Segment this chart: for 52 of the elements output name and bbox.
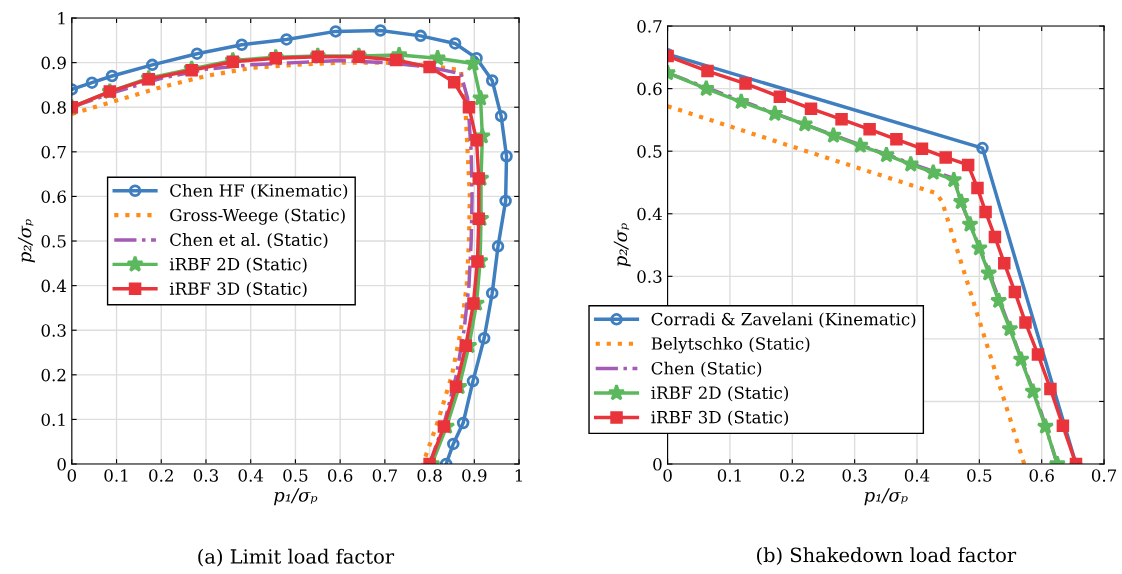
- x-tick-label: 0.5: [283, 469, 308, 482]
- y-tick-label: 0.4: [637, 207, 662, 221]
- x-tick-label: 0.8: [417, 469, 442, 482]
- y-tick-label: 0.9: [41, 56, 66, 70]
- legend-label: Belytschko (Static): [651, 336, 810, 354]
- text: (a) Limit load factor: [198, 548, 395, 567]
- x-tick-label: 0: [67, 469, 76, 482]
- x-axis-title: p₁/σₚ: [273, 488, 318, 506]
- x-tick-label: 0.4: [238, 469, 264, 482]
- y-tick-label: 0.5: [637, 145, 662, 158]
- y-tick-label: 0.6: [637, 82, 662, 96]
- x-axis-title: p₁/σₚ: [864, 488, 908, 506]
- x-tick-label: 0.3: [842, 469, 867, 482]
- y-tick-label: 0.8: [41, 101, 66, 114]
- legend-label: Gross-Weege (Static): [170, 208, 345, 225]
- y-tick-label: 0.7: [637, 20, 662, 33]
- legend-label: iRBF 3D (Static): [651, 410, 789, 426]
- y-tick-label: 0.2: [41, 368, 66, 382]
- x-tick-label: 0.7: [1091, 469, 1117, 482]
- y-axis-title: p₂/σₚ: [613, 223, 631, 267]
- x-tick-label: 0.2: [149, 469, 173, 482]
- y-tick-label: 0.3: [637, 270, 662, 283]
- y-tick-label: 0.4: [41, 279, 67, 293]
- x-tick-label: 0.5: [967, 469, 992, 482]
- x-tick-label: 0.1: [717, 469, 741, 482]
- y-tick-label: 0: [653, 457, 662, 471]
- y-tick-label: 0.7: [41, 145, 66, 159]
- x-tick-label: 0.7: [372, 469, 397, 482]
- x-tick-label: 0.2: [780, 469, 804, 482]
- x-tick-label: 0.9: [462, 469, 487, 482]
- legend-label: Chen et al. (Static): [170, 233, 328, 249]
- x-tick-label: 1: [515, 469, 522, 482]
- x-tick-label: 0.6: [327, 469, 353, 482]
- legend-label: Chen (Static): [651, 361, 762, 377]
- x-tick-label: 0.3: [193, 469, 218, 482]
- legend-label: iRBF 2D (Static): [651, 386, 789, 402]
- legend-label: iRBF 2D (Static): [169, 257, 307, 273]
- y-tick-label: 0.3: [41, 324, 66, 337]
- x-tick-label: 0: [663, 469, 672, 482]
- x-tick-label: 0.1: [104, 469, 128, 482]
- y-tick-label: 1: [58, 11, 65, 25]
- y-axis-title: p₂/σₚ: [17, 219, 35, 263]
- x-tick-label: 0.4: [904, 469, 930, 482]
- legend-label: Corradi & Zavelani (Kinematic): [651, 312, 916, 328]
- y-tick-label: 0.6: [41, 190, 66, 203]
- x-tick-label: 0.6: [1029, 469, 1054, 482]
- y-tick-label: 0: [57, 457, 66, 471]
- legend-label: iRBF 3D (Static): [169, 282, 307, 298]
- y-tick-label: 0.1: [41, 413, 65, 426]
- text: (b) Shakedown load factor: [757, 547, 1017, 566]
- legend-label: Chen HF (Kinematic): [170, 183, 348, 200]
- y-tick-label: 0.5: [41, 234, 66, 248]
